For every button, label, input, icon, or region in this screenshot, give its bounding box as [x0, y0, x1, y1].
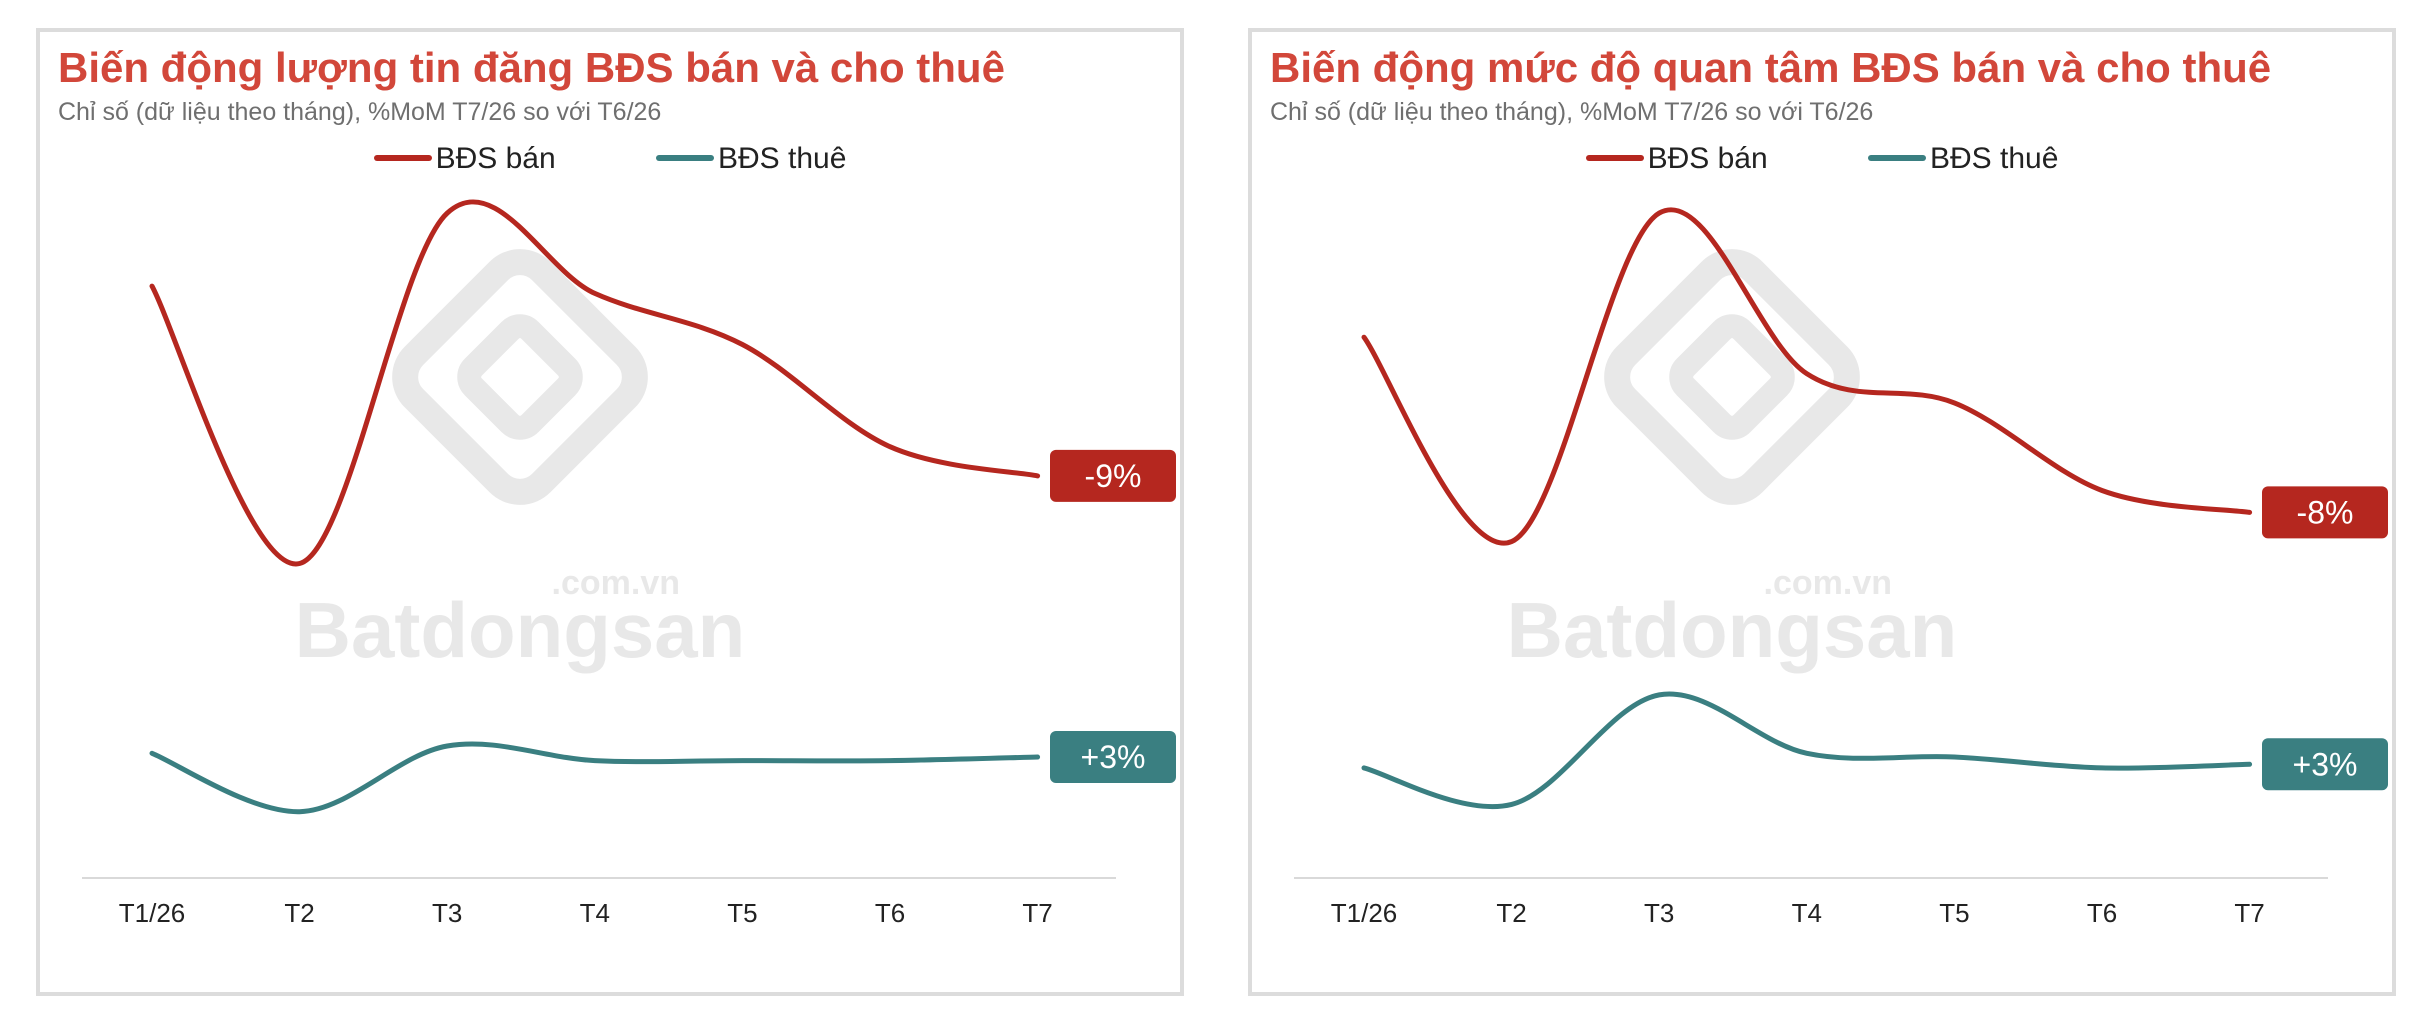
legend-swatch-ban	[373, 155, 432, 162]
legend-swatch-thue	[1868, 155, 1926, 162]
watermark-diamond-inner	[1669, 314, 1795, 440]
end-label-badge	[2262, 486, 2388, 539]
end-label-ban: -9%	[1050, 449, 1176, 502]
end-label-badge	[1050, 730, 1176, 783]
end-label-thue: +3%	[2262, 738, 2388, 791]
end-label-badge	[1050, 449, 1176, 502]
chart-panel-listings: Biến động lượng tin đăng BĐS bán và cho …	[36, 28, 1184, 996]
watermark-diamond	[1604, 249, 1860, 505]
x-tick-label: T4	[580, 898, 610, 928]
end-label-text: -8%	[2297, 494, 2354, 530]
legend-label-thue: BĐS thuê	[718, 142, 847, 175]
end-label-thue: +3%	[1050, 730, 1176, 783]
x-tick-label: T3	[432, 898, 462, 928]
legend-swatch-ban	[1585, 155, 1644, 162]
x-tick-label: T4	[1792, 898, 1822, 928]
x-tick-label: T5	[727, 898, 757, 928]
legend-label-ban: BĐS bán	[435, 142, 556, 175]
x-tick-label: T6	[875, 898, 905, 928]
legend-item-thue: BĐS thuê	[1868, 142, 2058, 176]
x-tick-label: T5	[1939, 898, 1969, 928]
end-label-ban: -8%	[2262, 486, 2388, 539]
series-line-ban	[1361, 207, 2253, 546]
x-tick-label: T6	[2087, 898, 2117, 928]
legend-item-ban: BĐS bán	[373, 142, 556, 176]
x-tick-label: T7	[1022, 898, 1052, 928]
end-label-badge	[2262, 738, 2388, 791]
watermark-logo: Batdongsan.com.vn	[1507, 249, 1958, 674]
watermark-domain: .com.vn	[552, 564, 680, 602]
watermark-diamond-inner	[457, 314, 583, 440]
x-tick-label: T7	[2234, 898, 2264, 928]
legend-label-thue: BĐS thuê	[1930, 142, 2059, 175]
legend-label-ban: BĐS bán	[1647, 142, 1768, 175]
chart-title: Biến động mức độ quan tâm BĐS bán và cho…	[1270, 44, 2272, 91]
legend-item-ban: BĐS bán	[1585, 142, 1768, 176]
watermark-brand: Batdongsan	[1507, 586, 1958, 674]
end-label-text: +3%	[2293, 746, 2358, 782]
chart-panel-interest: Biến động mức độ quan tâm BĐS bán và cho…	[1248, 28, 2396, 996]
series-line-thue	[149, 741, 1041, 815]
end-label-text: +3%	[1081, 739, 1146, 775]
series-line-ban	[149, 199, 1041, 567]
legend-swatch-thue	[656, 155, 714, 162]
x-tick-label: T1/26	[1331, 898, 1398, 928]
chart-subtitle: Chỉ số (dữ liệu theo tháng), %MoM T7/26 …	[1270, 98, 1874, 126]
x-tick-label: T2	[1496, 898, 1526, 928]
series-line-thue	[1361, 691, 2253, 809]
chart-plot: Batdongsan.com.vn T1/26 T2 T3 T4 T5 T6 T7 -8% +3%	[1294, 207, 2388, 928]
x-tick-label: T1/26	[119, 898, 186, 928]
chart-subtitle: Chỉ số (dữ liệu theo tháng), %MoM T7/26 …	[58, 98, 662, 126]
end-label-text: -9%	[1085, 458, 1142, 494]
x-tick-label: T2	[284, 898, 314, 928]
watermark-domain: .com.vn	[1764, 564, 1892, 602]
x-tick-label: T3	[1644, 898, 1674, 928]
legend-item-thue: BĐS thuê	[656, 142, 846, 176]
watermark-diamond	[392, 249, 648, 505]
chart-legend: BĐS bán BĐS thuê	[1252, 142, 2392, 176]
chart-legend: BĐS bán BĐS thuê	[40, 142, 1180, 176]
chart-plot: Batdongsan.com.vn T1/26 T2 T3 T4 T5 T6 T7 -9% +3%	[82, 199, 1176, 928]
chart-title: Biến động lượng tin đăng BĐS bán và cho …	[58, 44, 1005, 91]
watermark-logo: Batdongsan.com.vn	[295, 249, 746, 674]
watermark-brand: Batdongsan	[295, 586, 746, 674]
